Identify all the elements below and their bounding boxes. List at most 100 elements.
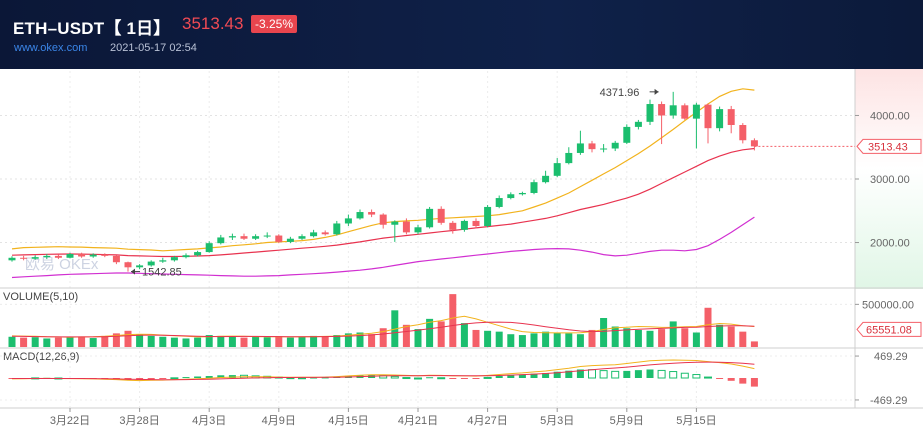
candle-body [623, 126, 631, 143]
candle-body [275, 235, 283, 242]
macd-hist-bar [495, 376, 503, 378]
volume-current-label: 65551.08 [866, 324, 912, 336]
candle-body [368, 212, 376, 215]
volume-bar [681, 328, 689, 347]
volume-bar [402, 324, 410, 347]
x-tick-label: 5月3日 [540, 415, 574, 427]
macd-hist-bar [321, 377, 329, 379]
candle [286, 236, 294, 244]
candle [518, 191, 526, 196]
volume-bar [43, 338, 51, 347]
candle [460, 219, 468, 232]
macd-hist-bar [472, 378, 480, 379]
macd-hist-bar [483, 376, 492, 379]
candle-body [727, 109, 735, 125]
macd-hist-bar [646, 369, 654, 378]
volume-bar [205, 335, 213, 347]
volume-bar [321, 336, 329, 347]
volume-bar [252, 336, 260, 347]
macd-hist-bar [680, 372, 689, 379]
candle-body [518, 192, 526, 195]
volume-ma-line-2 [11, 321, 755, 338]
candle [54, 254, 62, 260]
candle [484, 205, 492, 228]
x-tick-label: 4月15日 [328, 415, 368, 427]
candle-body [600, 148, 608, 150]
candle [611, 140, 619, 152]
macd-hist-bar [310, 377, 318, 379]
macd-hist-bar [518, 374, 526, 378]
candle-body [159, 260, 167, 262]
annotations: 4371.96 1542.85 [131, 87, 659, 279]
macd-tick-label: -469.29 [870, 395, 907, 407]
candle [600, 144, 608, 153]
candle-body [310, 232, 318, 237]
macd-hist-bar [460, 378, 468, 379]
volume-bar [286, 337, 294, 347]
candle-body [252, 236, 260, 239]
candle-body [333, 223, 341, 235]
volume-bar [147, 335, 155, 347]
volume-bar [136, 334, 144, 347]
macd-hist-bar [565, 370, 573, 378]
volume-bar [78, 337, 86, 347]
macd-hist-bar [634, 370, 642, 378]
timestamp: 2021-05-17 02:54 [110, 42, 197, 54]
volume-bar [414, 329, 422, 347]
candle [217, 234, 225, 245]
volume-bar [8, 336, 16, 347]
candle-body [321, 232, 329, 235]
candles [8, 91, 758, 272]
candle [252, 234, 260, 240]
candle-body [89, 254, 97, 257]
volume-bar [228, 336, 236, 347]
volume-bar [449, 294, 457, 347]
macd-dea-line [12, 361, 755, 381]
candle [634, 119, 642, 130]
candle-body [692, 104, 700, 119]
volume-bar [112, 333, 120, 347]
x-tick-label: 5月15日 [676, 415, 716, 427]
volume-bar [31, 337, 39, 347]
candle-body [704, 104, 712, 129]
volume-bar [704, 307, 712, 347]
candle [31, 255, 39, 260]
candle-body [716, 109, 724, 129]
candle-body [298, 236, 306, 239]
volume-pane-label: VOLUME(5,10) [3, 291, 78, 303]
candle-body [286, 238, 294, 242]
candle [750, 138, 758, 151]
candle-body [124, 262, 132, 268]
candle [437, 206, 445, 225]
gridlines [0, 71, 855, 407]
macd-hist-bar [217, 375, 225, 378]
volume-bar [310, 335, 318, 347]
macd-pane: MACD(12,26,9) 469.29 -469.29 [0, 351, 908, 407]
volume-bar [124, 330, 132, 347]
macd-hist-bar [588, 369, 596, 379]
macd-hist-bar [611, 370, 620, 379]
candle [402, 218, 410, 235]
volume-current-tag [856, 321, 922, 337]
price-tick-label: 4000.00 [870, 110, 910, 122]
price-tick-label: 2000.00 [870, 238, 910, 250]
volume-bar [368, 334, 376, 347]
candle [530, 179, 538, 195]
volume-bar [298, 336, 306, 347]
candle [565, 147, 573, 165]
candle-body [542, 175, 550, 183]
macd-hist-bar [402, 377, 411, 380]
volume-bar [54, 337, 62, 347]
watermark-text: 欧易 OKEx [25, 256, 99, 273]
candle-body [101, 254, 109, 256]
candle [298, 234, 306, 240]
site-link[interactable]: www.okex.com [14, 42, 88, 54]
volume-bar [576, 334, 584, 347]
candle [507, 192, 515, 200]
candlestick-chart[interactable]: 欧易 OKEx 4371.96 1542.85 2000.00 3000.00 400… [0, 69, 923, 434]
candle-body [460, 220, 468, 230]
current-price-tag-label: 3513.43 [868, 141, 908, 153]
candle [89, 253, 97, 258]
volume-bar [426, 318, 434, 347]
candle [194, 250, 202, 257]
